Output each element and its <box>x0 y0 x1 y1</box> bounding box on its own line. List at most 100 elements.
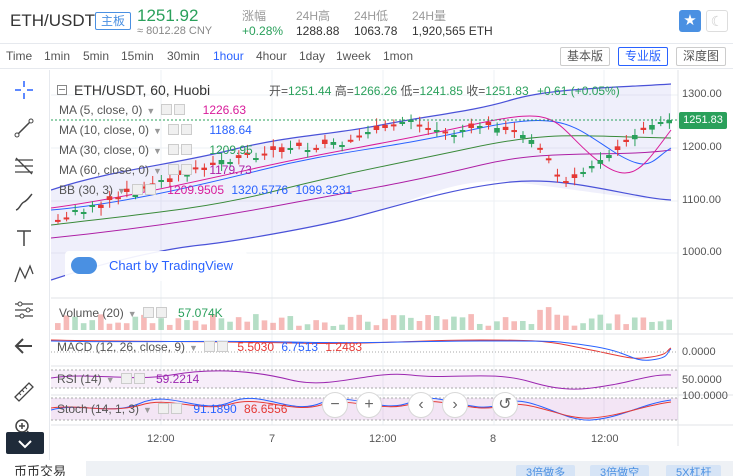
long-3x-button[interactable]: 3倍做多 <box>516 465 576 476</box>
basic-view-button[interactable]: 基本版 <box>560 47 611 66</box>
tf-1hour[interactable]: 1hour <box>213 49 244 63</box>
settings-icon[interactable] <box>167 164 179 175</box>
legend-macd[interactable]: MACD (12, 26, close, 9) ▼ 5.5030 6.7513 1… <box>57 340 363 354</box>
volume-bar <box>390 315 397 330</box>
pro-view-button[interactable]: 专业版 <box>618 47 669 66</box>
settings-icon[interactable] <box>161 104 173 115</box>
close-icon[interactable] <box>144 184 156 195</box>
legend-rsi[interactable]: RSI (14) ▼ 59.2214 <box>57 372 200 386</box>
text-icon[interactable] <box>10 224 38 252</box>
legend-ma30[interactable]: MA (30, close, 0) ▼ 1209.95 <box>59 143 253 157</box>
tf-30min[interactable]: 30min <box>167 49 200 63</box>
candle-body <box>123 188 130 192</box>
legend-ma60[interactable]: MA (60, close, 0) ▼ 1179.73 <box>59 163 252 177</box>
candle-body <box>141 186 147 189</box>
pair-name[interactable]: ETH/USDT <box>10 11 95 30</box>
close-icon[interactable] <box>180 164 192 175</box>
spot-trading-tab[interactable]: 币币交易 <box>0 461 86 476</box>
candle-body <box>339 145 345 147</box>
close-icon[interactable] <box>133 373 145 384</box>
prediction-icon[interactable] <box>10 296 38 324</box>
volume-bar <box>347 316 354 330</box>
legend-volume[interactable]: Volume (20) ▼ 57.074K <box>59 306 223 320</box>
candle-body <box>433 130 440 132</box>
settings-icon[interactable] <box>167 144 179 155</box>
short-3x-button[interactable]: 3倍做空 <box>590 465 650 476</box>
low-label: 24H低 <box>354 9 389 23</box>
crosshair-icon[interactable] <box>10 76 38 104</box>
close-icon[interactable] <box>180 144 192 155</box>
legend-ma5[interactable]: MA (5, close, 0) ▼ 1226.63 <box>59 103 247 117</box>
candle-body <box>580 172 586 174</box>
leverage-5x-button[interactable]: 5X杠杆 <box>666 465 722 476</box>
stoch-k-value: 91.1890 <box>193 402 237 416</box>
chevron-right-icon[interactable]: › <box>442 392 468 418</box>
ruler-icon[interactable] <box>10 378 38 406</box>
close-icon[interactable] <box>170 403 182 414</box>
tradingview-watermark[interactable]: Chart by TradingView <box>65 251 247 281</box>
settings-icon[interactable] <box>203 341 215 352</box>
chevron-left-icon[interactable]: ‹ <box>408 392 434 418</box>
macd-signal-value: 6.7513 <box>281 340 319 354</box>
close-icon[interactable] <box>216 341 228 352</box>
settings-icon[interactable] <box>167 124 179 135</box>
plus-icon[interactable]: + <box>356 392 382 418</box>
bb-lower-value: 1099.3231 <box>295 183 353 197</box>
tf-1week[interactable]: 1week <box>336 49 371 63</box>
board-badge: 主板 <box>95 12 132 30</box>
depth-view-button[interactable]: 深度图 <box>676 47 727 66</box>
brush-icon[interactable] <box>10 188 38 216</box>
candle-body <box>382 124 388 128</box>
volume-bar <box>321 322 328 330</box>
close-icon[interactable] <box>174 104 186 115</box>
pattern-icon[interactable] <box>10 260 38 288</box>
legend-bb[interactable]: BB (30, 3) ▼ 1209.9505 1320.5776 1099.323… <box>59 183 353 197</box>
volume-bar <box>614 314 621 330</box>
volume-bar <box>55 323 61 330</box>
settings-icon[interactable] <box>131 184 143 195</box>
volume-bar <box>175 318 182 330</box>
candle-body <box>545 158 552 161</box>
ma60-line <box>51 149 672 239</box>
ohlc-readout: 开=1251.44 高=1266.26 低=1241.85 收=1251.83 … <box>269 82 620 99</box>
tf-4hour[interactable]: 4hour <box>256 49 287 63</box>
legend-ma10[interactable]: MA (10, close, 0) ▼ 1188.64 <box>59 123 252 137</box>
rsi-name: RSI (14) <box>57 372 102 386</box>
macd-hist-value: 1.2483 <box>325 340 363 354</box>
settings-icon[interactable] <box>142 307 154 318</box>
tf-1min[interactable]: 1min <box>44 49 71 63</box>
settings-icon[interactable] <box>120 373 132 384</box>
volume-bar <box>537 309 543 330</box>
tf-time[interactable]: Time <box>6 49 33 63</box>
time-tick: 12:00 <box>147 433 175 445</box>
candle-body <box>201 167 207 170</box>
moon-icon[interactable]: ☾ <box>706 10 728 32</box>
tf-15min[interactable]: 15min <box>121 49 154 63</box>
close-icon[interactable] <box>155 307 167 318</box>
settings-icon[interactable] <box>157 403 169 414</box>
collapse-icon[interactable] <box>6 432 44 454</box>
tf-5min[interactable]: 5min <box>83 49 110 63</box>
volume-bar <box>606 323 612 330</box>
trend-line-icon[interactable] <box>10 114 38 142</box>
tf-1day[interactable]: 1day <box>299 49 326 63</box>
candle-body <box>192 167 199 170</box>
minus-icon[interactable]: − <box>322 392 348 418</box>
reset-icon[interactable]: ↺ <box>492 392 518 418</box>
tf-1mon[interactable]: 1mon <box>383 49 414 63</box>
chart-area[interactable]: ETH/USDT, 60, Huobi 开=1251.44 高=1266.26 … <box>51 70 733 460</box>
candle-body <box>304 150 311 152</box>
ma10-value: 1188.64 <box>209 123 252 137</box>
fib-icon[interactable] <box>10 152 38 180</box>
candle-body <box>588 166 595 169</box>
candle-body <box>614 146 621 150</box>
change-readout: +0.61 (+0.05%) <box>537 84 620 98</box>
star-icon[interactable]: ★ <box>679 10 701 32</box>
candle-body <box>537 147 543 150</box>
volume-bar <box>365 321 371 330</box>
volume-bar <box>425 315 431 330</box>
volume-bar <box>399 315 406 330</box>
close-icon[interactable] <box>180 124 192 135</box>
legend-stoch[interactable]: Stoch (14, 1, 3) ▼ 91.1890 86.6556 <box>57 402 288 416</box>
back-arrow-icon[interactable] <box>10 332 38 360</box>
